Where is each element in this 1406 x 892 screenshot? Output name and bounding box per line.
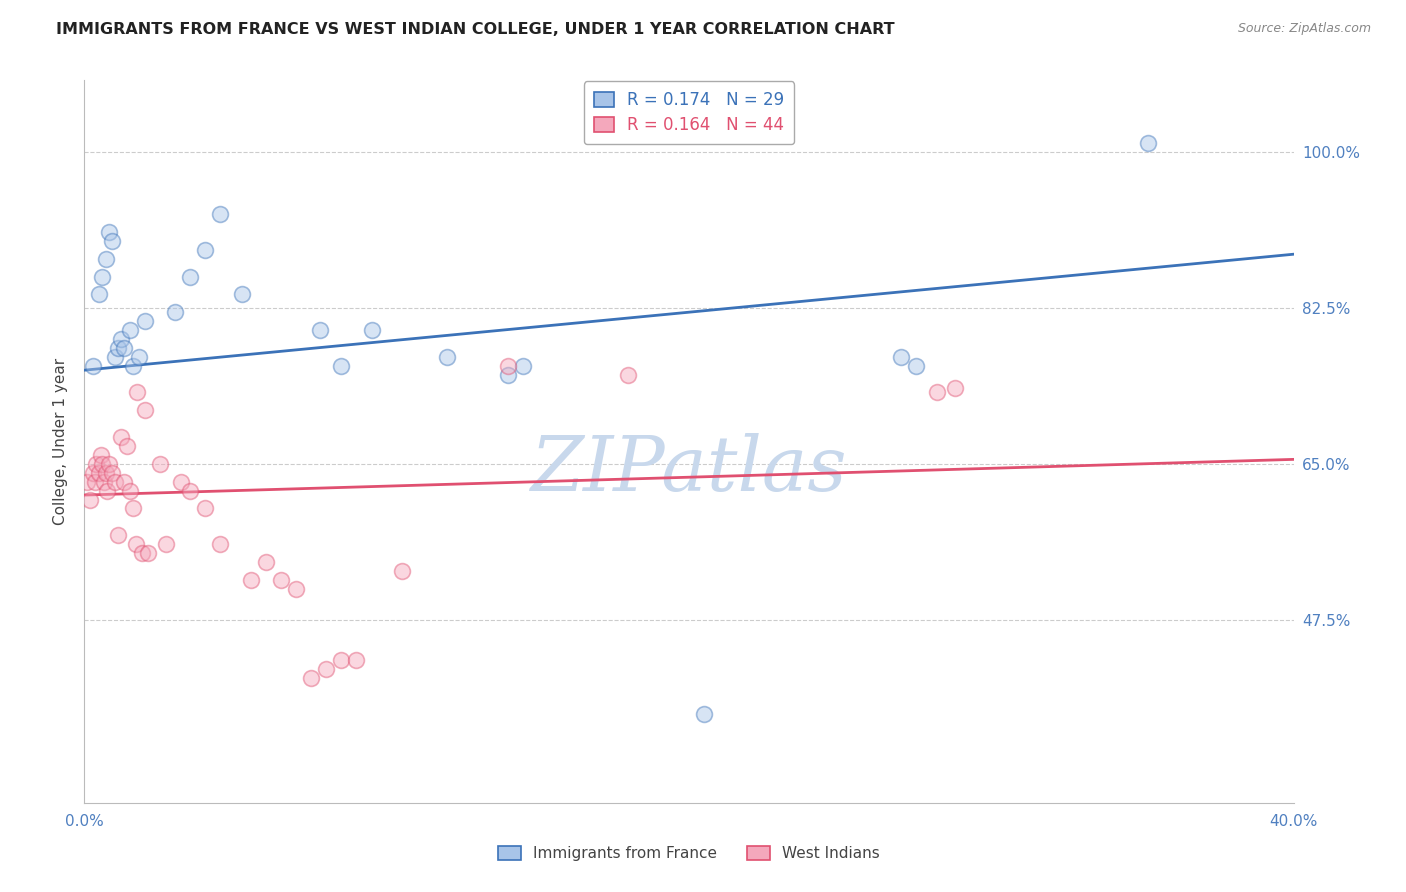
Point (512, 359, 534, 373)
Point (89, 287, 111, 301)
Point (127, 385, 149, 400)
Point (107, 528, 129, 542)
Point (330, 359, 353, 373)
Point (134, 403, 156, 417)
Point (90, 448, 112, 462)
Point (82, 359, 104, 373)
Point (136, 546, 159, 560)
Point (693, 706, 716, 721)
Point (96, 483, 118, 498)
Point (496, 368, 519, 382)
Point (131, 546, 153, 560)
Point (285, 582, 308, 596)
Point (149, 457, 172, 471)
Point (79, 492, 101, 507)
Point (110, 332, 132, 346)
Point (121, 359, 143, 373)
Point (617, 368, 640, 382)
Point (100, 466, 122, 480)
Point (97, 225, 120, 239)
Point (254, 555, 277, 569)
Point (82, 466, 104, 480)
Point (239, 573, 262, 587)
Point (112, 341, 135, 355)
Point (94, 466, 117, 480)
Point (209, 207, 232, 221)
Point (104, 475, 127, 489)
Point (436, 350, 458, 364)
Point (943, 381, 966, 395)
Point (86, 457, 108, 471)
Text: IMMIGRANTS FROM FRANCE VS WEST INDIAN COLLEGE, UNDER 1 YEAR CORRELATION CHART: IMMIGRANTS FROM FRANCE VS WEST INDIAN CO… (56, 22, 894, 37)
Point (231, 287, 253, 301)
Point (496, 359, 519, 373)
Point (904, 359, 927, 373)
Point (179, 269, 201, 284)
Point (94, 252, 117, 266)
Point (84, 475, 107, 489)
Point (121, 501, 143, 516)
Point (194, 243, 217, 257)
Point (1137, 136, 1160, 150)
Point (104, 350, 127, 364)
Point (93, 475, 115, 489)
Point (115, 439, 138, 453)
Legend: Immigrants from France, West Indians: Immigrants from France, West Indians (492, 840, 886, 867)
Point (309, 323, 332, 337)
Text: Source: ZipAtlas.com: Source: ZipAtlas.com (1237, 22, 1371, 36)
Point (89, 466, 111, 480)
Point (391, 564, 413, 578)
Point (194, 501, 217, 516)
Point (299, 671, 322, 685)
Point (179, 483, 201, 498)
Point (209, 537, 232, 551)
Point (97, 457, 120, 471)
Point (165, 305, 187, 319)
Point (155, 537, 177, 551)
Point (134, 314, 156, 328)
Point (91, 269, 114, 284)
Point (125, 537, 148, 551)
Point (925, 385, 948, 400)
Y-axis label: College, Under 1 year: College, Under 1 year (53, 358, 69, 525)
Point (128, 350, 150, 364)
Point (170, 475, 193, 489)
Point (100, 234, 122, 248)
Text: ZIPatlas: ZIPatlas (530, 434, 848, 508)
Point (346, 653, 368, 667)
Point (360, 323, 382, 337)
Point (270, 573, 292, 587)
Point (315, 662, 337, 676)
Point (91, 457, 114, 471)
Point (118, 323, 141, 337)
Point (890, 350, 912, 364)
Point (107, 341, 129, 355)
Point (330, 653, 353, 667)
Point (76, 475, 98, 489)
Point (112, 475, 135, 489)
Point (110, 430, 132, 444)
Point (118, 483, 141, 498)
